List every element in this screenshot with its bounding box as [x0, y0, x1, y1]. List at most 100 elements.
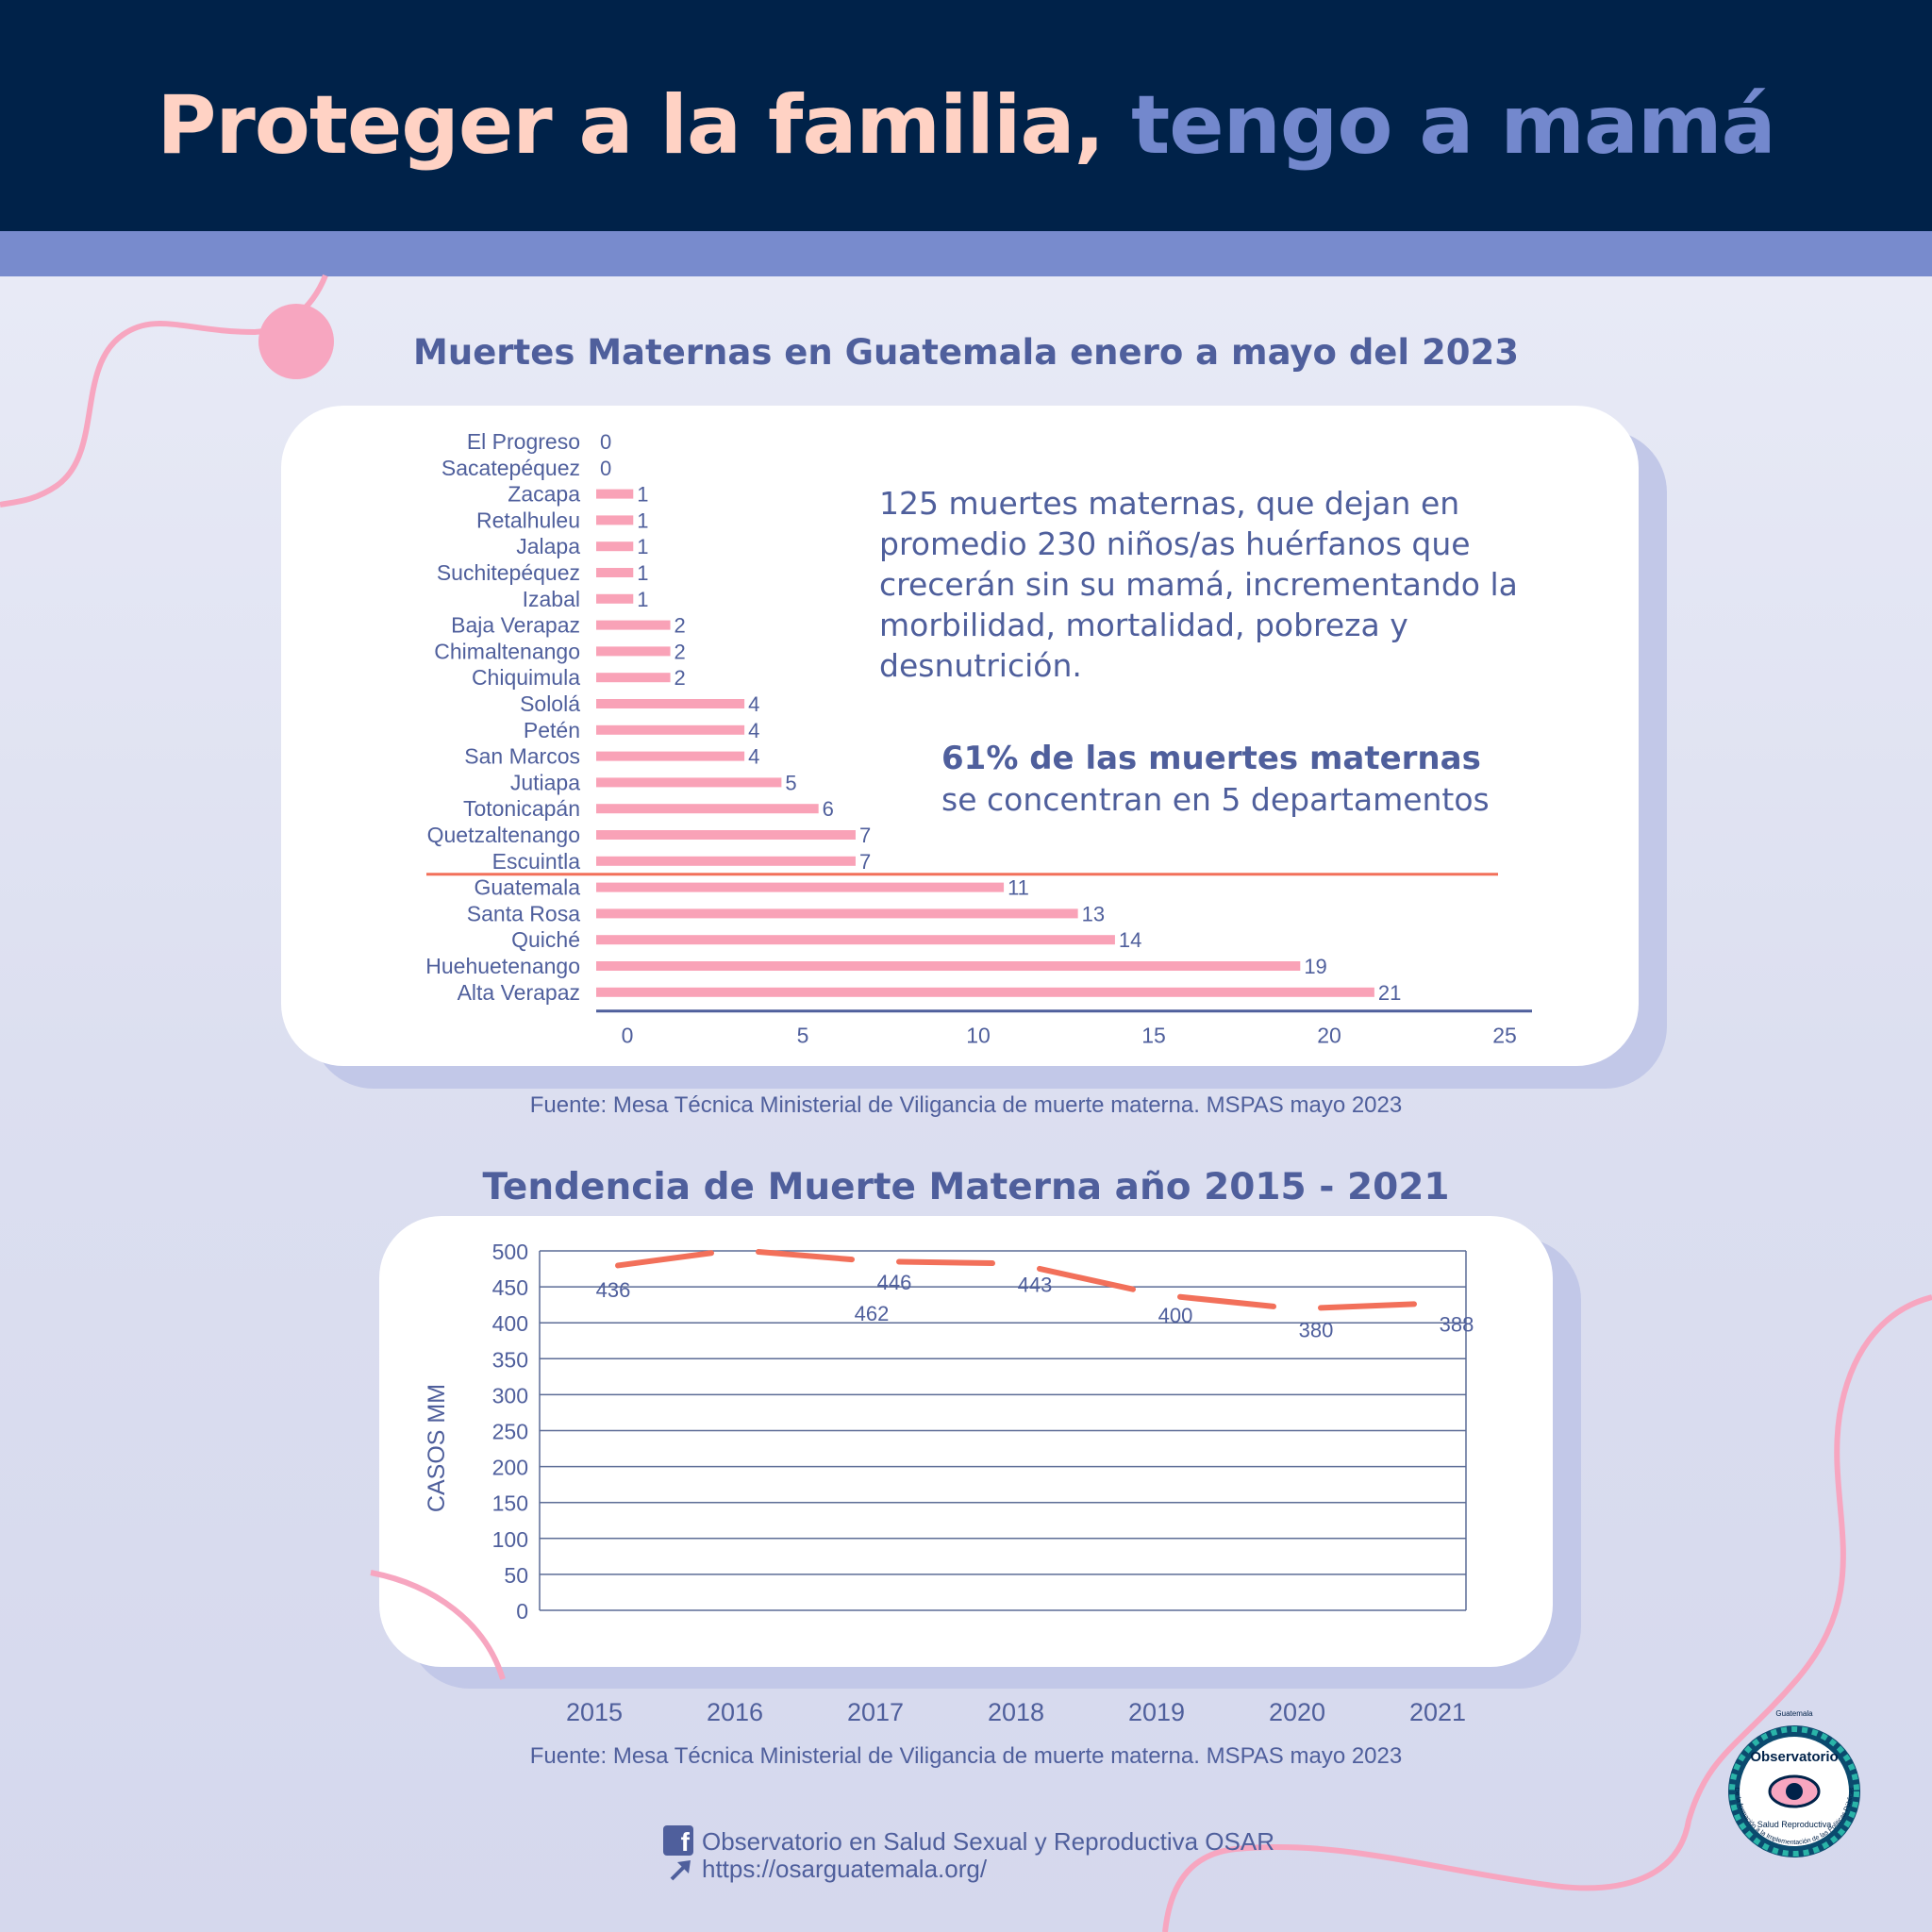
line-chart-card [379, 1216, 1553, 1667]
x-tick-label: 2019 [1128, 1698, 1185, 1726]
bar-category-label: Alta Verapaz [458, 980, 580, 1005]
series-segment [756, 1249, 855, 1263]
x-tick-label: 5 [797, 1024, 809, 1048]
x-tick-label: 25 [1492, 1024, 1517, 1048]
bar-value-label: 13 [1082, 902, 1105, 925]
line-chart-title: Tendencia de Muerte Materna año 2015 - 2… [482, 1166, 1450, 1208]
bar-category-label: Baja Verapaz [451, 613, 580, 638]
bar-value-label: 4 [748, 745, 759, 769]
bar-chart-title: Muertes Maternas en Guatemala enero a ma… [413, 332, 1519, 373]
logo-top-text: Guatemala [1775, 1709, 1813, 1718]
bar-category-label: Quetzaltenango [427, 823, 580, 847]
logo-sub: Salud Reproductiva [1757, 1820, 1832, 1829]
website-link[interactable]: https://osarguatemala.org/ [702, 1855, 988, 1883]
bar-category-label: San Marcos [464, 744, 580, 769]
y-tick-label: 100 [492, 1527, 528, 1552]
bar [596, 908, 1078, 919]
header-stripe [0, 231, 1932, 276]
data-label: 443 [1018, 1273, 1053, 1296]
line-chart-source: Fuente: Mesa Técnica Ministerial de Vili… [529, 1743, 1403, 1769]
x-tick-label: 2016 [707, 1698, 763, 1726]
bar-category-label: Escuintla [492, 849, 581, 874]
y-tick-label: 350 [492, 1347, 528, 1372]
bar [596, 935, 1115, 945]
bar-category-label: Chimaltenango [434, 639, 580, 663]
y-tick-label: 250 [492, 1420, 528, 1444]
bar-value-label: 2 [675, 614, 686, 638]
series-segment [615, 1250, 714, 1269]
bar-value-label: 7 [859, 850, 871, 874]
page-title: Proteger a la familia, tengo a mamá [0, 74, 1932, 177]
bar-value-label: 0 [600, 430, 611, 454]
bar-value-label: 4 [748, 692, 759, 716]
data-label: 380 [1299, 1318, 1334, 1341]
x-tick-label: 2021 [1409, 1698, 1466, 1726]
bar-value-label: 1 [637, 508, 648, 532]
osar-logo: Guatemala Observatorio Salud Reproductiv… [1728, 1709, 1860, 1857]
bar [596, 724, 745, 735]
logo-name: Observatorio [1750, 1749, 1838, 1765]
bar-value-label: 4 [748, 719, 759, 742]
bar-value-label: 21 [1378, 981, 1401, 1005]
bar-category-label: Sacatepéquez [441, 456, 580, 480]
bar-value-label: 1 [637, 561, 648, 585]
bar-chart-source: Fuente: Mesa Técnica Ministerial de Vili… [529, 1092, 1403, 1118]
bar [596, 593, 634, 604]
series-segment [1037, 1265, 1136, 1292]
bar-value-label: 1 [637, 535, 648, 558]
bar-value-label: 5 [785, 771, 796, 794]
x-tick-label: 2018 [988, 1698, 1044, 1726]
bar-category-label: Santa Rosa [467, 901, 580, 925]
x-tick-label: 15 [1141, 1024, 1166, 1048]
bar-value-label: 2 [675, 666, 686, 690]
data-label: 400 [1158, 1304, 1193, 1327]
bar-value-label: 1 [637, 588, 648, 611]
bar-category-label: Jalapa [516, 534, 580, 558]
facebook-icon[interactable]: f [663, 1825, 693, 1856]
header-banner: Proteger a la familia, tengo a mamá [0, 0, 1932, 231]
y-tick-label: 50 [504, 1563, 528, 1588]
page-title-part1: Proteger a la familia, [157, 78, 1105, 173]
bar [596, 568, 634, 577]
bar-value-label: 2 [675, 640, 686, 663]
bar [596, 489, 634, 499]
x-tick-label: 10 [966, 1024, 991, 1048]
x-tick-label: 20 [1317, 1024, 1341, 1048]
bar [596, 961, 1301, 971]
bar-value-label: 6 [823, 797, 834, 821]
series-segment [896, 1258, 995, 1267]
bar-value-label: 19 [1304, 955, 1326, 978]
y-axis-label: CASOS MM [424, 1384, 450, 1512]
x-tick-label: 2020 [1269, 1698, 1325, 1726]
series-segment [1177, 1293, 1276, 1309]
bar-category-label: Suchitepéquez [437, 560, 580, 585]
bar-category-label: Quiché [511, 927, 580, 952]
x-tick-label: 0 [622, 1024, 634, 1048]
bar [596, 804, 819, 814]
bar-category-label: Guatemala [474, 875, 580, 900]
bar-chart-card [281, 406, 1639, 1066]
bar-category-label: Retalhuleu [476, 508, 580, 532]
bar-value-label: 11 [1008, 876, 1029, 900]
facebook-link[interactable]: Observatorio en Salud Sexual y Reproduct… [702, 1827, 1274, 1856]
x-tick-label: 2017 [847, 1698, 904, 1726]
bar-category-label: Petén [524, 718, 580, 742]
bar-category-label: Sololá [520, 691, 580, 716]
bar [596, 699, 745, 708]
y-tick-label: 400 [492, 1311, 528, 1336]
bar-value-label: 0 [600, 457, 611, 480]
y-tick-label: 200 [492, 1456, 528, 1480]
page-title-part2: tengo a mamá [1131, 78, 1776, 173]
y-tick-label: 150 [492, 1491, 528, 1516]
bar [596, 673, 671, 683]
bar-value-label: 1 [637, 483, 648, 507]
bar-category-label: Jutiapa [510, 770, 580, 794]
bar [596, 882, 1005, 892]
x-tick-label: 2015 [566, 1698, 623, 1726]
series-segment [1318, 1301, 1417, 1311]
bar [596, 541, 634, 552]
percentage-note-bold: 61% de las muertes maternas [941, 740, 1481, 777]
bar [596, 987, 1374, 997]
